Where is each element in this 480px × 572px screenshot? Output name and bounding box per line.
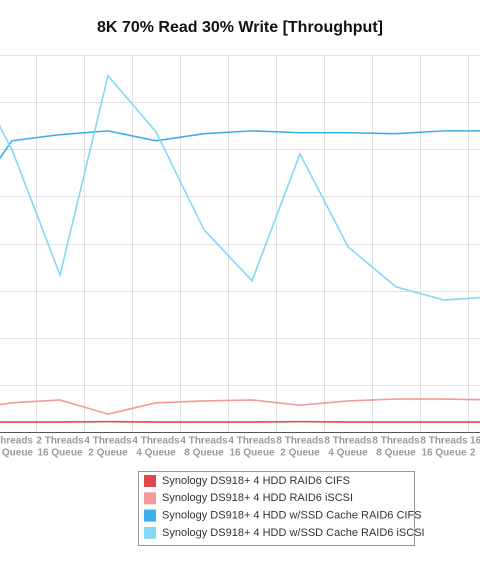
x-tick-label: 16 Queue	[229, 448, 274, 459]
x-tick-label: 16 Queue	[37, 448, 82, 459]
x-tick-label: 2 Queue	[280, 448, 320, 459]
x-tick-label: 4 Threads	[180, 436, 228, 447]
series-line	[0, 398, 480, 415]
x-tick-label: 16	[470, 436, 480, 447]
chart-title: 8K 70% Read 30% Write [Throughput]	[97, 19, 383, 36]
x-tick-label: 8 Threads	[324, 436, 372, 447]
legend-label: Synology DS918+ 4 HDD w/SSD Cache RAID6 …	[162, 527, 425, 539]
x-tick-label: 8 Threads	[276, 436, 324, 447]
x-tick-label: 2 Queue	[88, 448, 128, 459]
legend-label: Synology DS918+ 4 HDD RAID6 CIFS	[162, 475, 350, 487]
legend-label: Synology DS918+ 4 HDD RAID6 iSCSI	[162, 492, 353, 504]
x-tick-label: 4 Threads	[132, 436, 180, 447]
x-tick-label: 8 Queue	[184, 448, 224, 459]
series-line	[0, 74, 480, 301]
x-tick-label: 2 Threads	[36, 436, 84, 447]
x-tick-label: 4 Queue	[328, 448, 368, 459]
x-tick-label: Queue	[2, 448, 34, 459]
legend-swatch	[144, 526, 156, 539]
x-tick-label: 16 Queue	[421, 448, 466, 459]
legend-swatch	[144, 509, 156, 522]
x-tick-label: 8 Threads	[420, 436, 468, 447]
x-tick-label: 8 Queue	[376, 448, 416, 459]
x-tick-label: 4 Threads	[84, 436, 132, 447]
series-line	[0, 130, 480, 160]
legend-swatch	[144, 475, 156, 487]
x-tick-label: 4 Threads	[228, 436, 276, 447]
legend-box	[138, 471, 415, 546]
legend-label: Synology DS918+ 4 HDD w/SSD Cache RAID6 …	[162, 510, 422, 522]
x-tick-label: 2	[470, 448, 476, 459]
x-tick-label: 4 Queue	[136, 448, 176, 459]
legend-swatch	[144, 492, 156, 505]
x-tick-label: 8 Threads	[372, 436, 420, 447]
x-tick-label: Threads	[0, 436, 33, 447]
